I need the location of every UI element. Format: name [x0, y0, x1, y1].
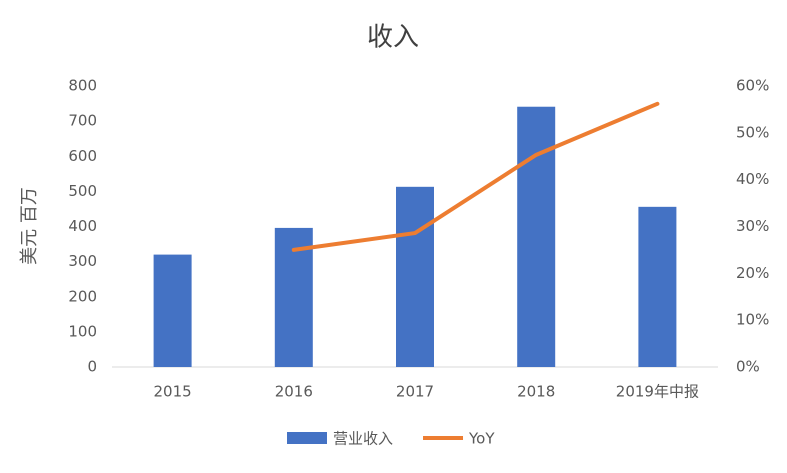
y2-tick-label: 20% — [736, 264, 769, 282]
chart-title: 收入 — [367, 23, 419, 53]
y-tick-label: 600 — [68, 147, 97, 165]
x-tick-label: 2018 — [517, 383, 555, 401]
x-tick-label: 2016 — [275, 383, 313, 401]
y2-tick-label: 0% — [736, 358, 760, 376]
line — [291, 101, 660, 252]
legend-label: YoY — [468, 430, 495, 448]
x-tick-label: 2017 — [396, 383, 434, 401]
y2-tick-label: 50% — [736, 123, 769, 141]
y2-tick-label: 40% — [736, 170, 769, 188]
y-tick-label: 700 — [68, 112, 97, 130]
y2-tick-label: 30% — [736, 217, 769, 235]
legend-label: 营业收入 — [333, 430, 393, 448]
bar — [153, 254, 192, 367]
bar — [638, 206, 677, 367]
y-tick-label: 400 — [68, 217, 97, 235]
y-tick-label: 800 — [68, 77, 97, 95]
bar — [517, 106, 556, 367]
y2-tick-label: 60% — [736, 77, 769, 95]
y2-tick-label: 10% — [736, 311, 769, 329]
y-tick-label: 500 — [68, 182, 97, 200]
y-axis-label: 美元 百万 — [19, 187, 40, 265]
y-tick-label: 0 — [87, 358, 97, 376]
x-tick-label: 2015 — [154, 383, 192, 401]
x-tick-label: 2019年中报 — [616, 383, 699, 401]
y-tick-label: 200 — [68, 287, 97, 305]
bar — [396, 186, 434, 367]
legend-swatch — [287, 432, 327, 444]
y-tick-label: 100 — [68, 322, 97, 340]
y-tick-label: 300 — [68, 252, 97, 270]
